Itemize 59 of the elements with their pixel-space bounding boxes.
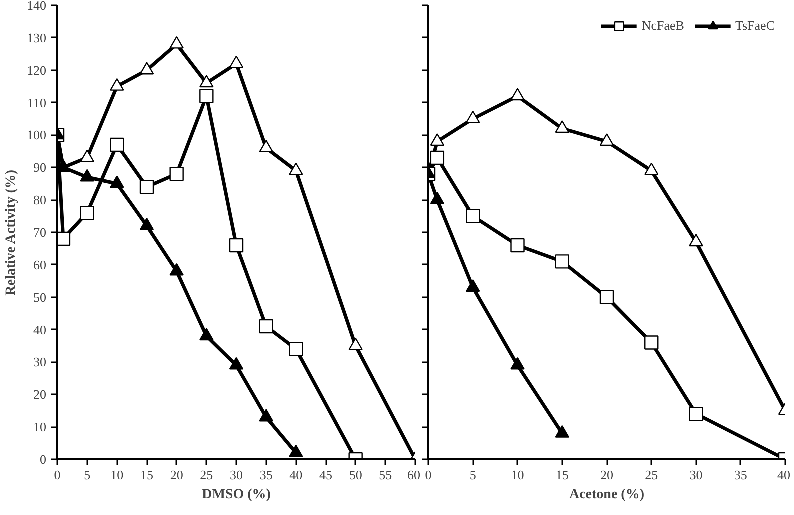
x-tick-label: 40 <box>290 468 303 482</box>
x-tick-label: 25 <box>645 468 658 482</box>
point <box>289 444 304 458</box>
point <box>110 176 124 188</box>
point <box>259 409 274 422</box>
point <box>289 162 304 176</box>
x-tick-label: 50 <box>349 468 362 482</box>
x-tick-label: 15 <box>556 468 569 482</box>
legend-label: NcFaeB <box>642 18 684 34</box>
y-tick-label: 80 <box>34 192 46 208</box>
y-tick-label: 60 <box>34 257 46 272</box>
point <box>348 338 363 350</box>
y-tick-label: 20 <box>34 387 46 402</box>
y-tick-label: 30 <box>34 354 46 370</box>
x-tick-label: 5 <box>84 468 91 482</box>
x-tick-label: 30 <box>690 468 703 482</box>
x-tick-label: 0 <box>425 468 432 482</box>
point <box>259 140 274 153</box>
y-tick-label: 0 <box>40 452 46 467</box>
x-tick-label: 35 <box>260 468 273 482</box>
y-tick-label: 70 <box>34 225 46 240</box>
point <box>140 218 154 230</box>
y-tick-label: 10 <box>34 420 46 435</box>
y-tick-label: 120 <box>27 62 46 78</box>
x-tick-label: 20 <box>170 468 184 482</box>
x-tick-label: 35 <box>734 468 748 482</box>
x-axis-title: DMSO (%) <box>202 488 272 502</box>
point <box>140 62 154 75</box>
point <box>229 56 244 68</box>
x-tick-label: 40 <box>778 468 790 482</box>
point <box>229 357 244 370</box>
x-axis-title: Acetone (%) <box>569 488 645 502</box>
point <box>200 328 214 341</box>
y-tick-label: 130 <box>27 30 46 46</box>
y-tick-label: 100 <box>27 128 46 143</box>
y-tick-label: 90 <box>34 160 46 176</box>
point <box>80 169 94 182</box>
y-tick-label: 50 <box>34 290 46 305</box>
y-axis-title: Relative Activity (%) <box>4 170 19 296</box>
x-tick-label: 30 <box>230 468 243 482</box>
y-tick-label: 110 <box>27 95 47 110</box>
x-tick-label: 20 <box>600 468 614 482</box>
point <box>80 150 94 162</box>
point <box>110 78 124 91</box>
x-tick-label: 60 <box>408 468 420 482</box>
legend-label: TsFaeC <box>735 18 775 34</box>
x-tick-label: 5 <box>470 468 476 482</box>
x-tick-label: 55 <box>379 468 392 482</box>
x-tick-label: 0 <box>54 468 61 482</box>
x-tick-label: 10 <box>110 468 124 482</box>
x-tick-label: 10 <box>511 468 524 482</box>
point <box>170 263 184 276</box>
x-tick-label: 25 <box>200 468 214 482</box>
y-tick-label: 40 <box>34 322 46 338</box>
point <box>200 75 214 88</box>
x-tick-label: 15 <box>140 468 154 482</box>
point <box>170 36 184 49</box>
y-tick-label: 140 <box>27 0 46 13</box>
x-tick-label: 45 <box>320 468 332 482</box>
